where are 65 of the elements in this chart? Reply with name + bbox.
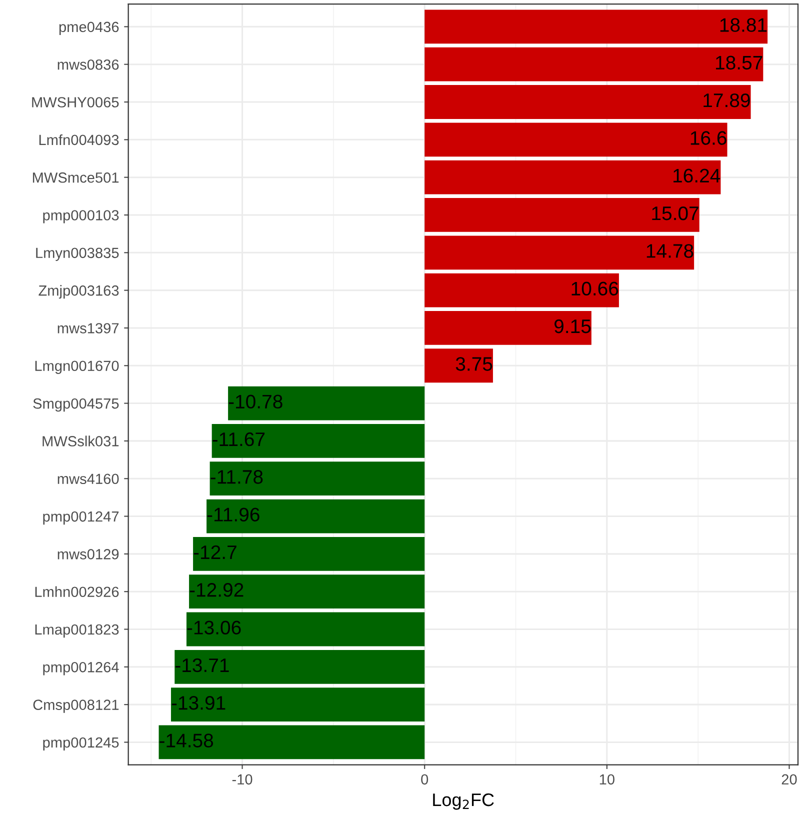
data-label: 18.81	[720, 18, 767, 32]
bar	[424, 10, 768, 44]
bar	[424, 198, 700, 232]
data-label: 9.15	[554, 319, 591, 334]
data-label: 17.89	[704, 93, 750, 108]
bar	[228, 386, 425, 420]
y-tick-label: Zmjp003163	[38, 285, 119, 299]
data-label: -12.92	[190, 583, 244, 597]
y-tick-label: pmp001264	[43, 662, 119, 676]
data-label: -11.67	[212, 432, 265, 446]
bar	[424, 273, 619, 308]
data-label: -14.58	[160, 734, 214, 748]
y-tick-label: mws4160	[58, 474, 119, 484]
y-tick-label: Lmyn003835	[36, 248, 119, 261]
data-label: -13.91	[172, 696, 226, 710]
x-tick-label: 0	[421, 774, 428, 785]
x-tick-label: 20	[782, 774, 797, 785]
data-label: -13.71	[175, 658, 229, 672]
data-label: 16.6	[690, 131, 726, 145]
bar	[424, 47, 764, 82]
y-tick-label: pmp001245	[43, 737, 119, 751]
y-tick-label: Cmsp008121	[33, 700, 119, 713]
y-tick-label: MWSmce501	[32, 172, 119, 183]
data-label: 14.78	[646, 244, 694, 258]
y-tick-label: pmp000103	[43, 210, 119, 224]
data-label: 3.75	[456, 357, 492, 371]
y-tick-label: pmp001247	[43, 511, 119, 525]
y-tick-label: Lmfn004093	[39, 134, 119, 146]
data-label: 15.07	[652, 206, 698, 220]
y-tick-label: MWSHY0065	[32, 97, 119, 108]
data-label: 16.24	[674, 168, 720, 183]
data-label: 10.66	[572, 282, 618, 296]
bar	[424, 236, 694, 270]
y-tick-label: Lmgn001670	[35, 360, 119, 374]
bar	[424, 311, 592, 345]
y-tick-label: mws0836	[58, 59, 119, 70]
data-label: -13.06	[187, 620, 241, 634]
y-tick-label: Lmhn002926	[35, 586, 119, 598]
data-label: 18.57	[716, 56, 762, 70]
data-label: -11.78	[210, 470, 263, 484]
bar	[170, 688, 425, 722]
y-tick-label: Smgp004575	[33, 398, 119, 412]
data-label: -10.78	[228, 394, 282, 409]
y-tick-label: mws1397	[58, 323, 119, 334]
bar	[158, 725, 425, 760]
bar	[206, 499, 425, 534]
bar	[189, 574, 425, 609]
y-tick-label: Lmap001823	[35, 624, 119, 638]
x-axis-title: Log$_{2}$FC	[433, 793, 494, 810]
bar	[193, 536, 425, 571]
data-label: -12.7	[194, 545, 236, 559]
bar	[424, 348, 493, 383]
bar	[424, 160, 721, 194]
data-label: -11.96	[207, 508, 260, 522]
bar	[424, 85, 751, 119]
x-tick-label: -10	[232, 774, 252, 785]
bar	[174, 650, 425, 684]
bar	[186, 612, 425, 646]
bar	[424, 122, 728, 157]
x-tick-label: 10	[600, 774, 614, 785]
y-tick-label: mws0129	[58, 549, 119, 560]
bar	[212, 424, 425, 458]
bar	[210, 462, 425, 496]
y-tick-label: pme0436	[59, 22, 119, 35]
y-tick-label: MWSslk031	[42, 436, 119, 446]
